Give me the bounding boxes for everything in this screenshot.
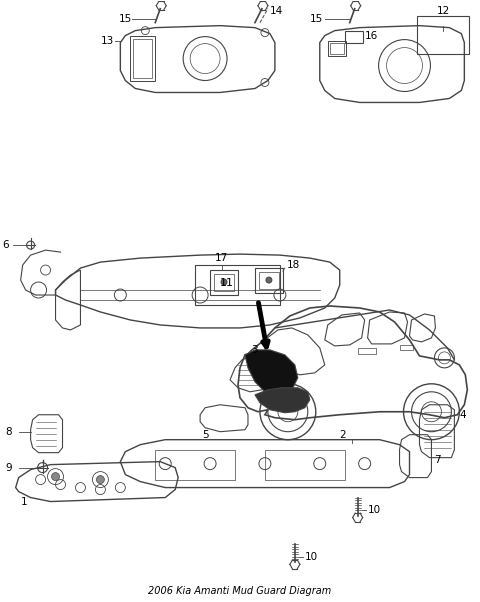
Text: 13: 13 [100, 36, 114, 46]
Bar [214, 274, 234, 291]
Polygon shape [245, 350, 298, 395]
Bar [265, 450, 345, 480]
Text: 18: 18 [287, 260, 300, 270]
Text: 16: 16 [365, 31, 378, 40]
Bar [130, 36, 155, 81]
Polygon shape [255, 388, 310, 413]
Bar [210, 270, 238, 295]
Bar [195, 265, 280, 305]
Text: 14: 14 [270, 5, 283, 16]
Text: 2006 Kia Amanti Mud Guard Diagram: 2006 Kia Amanti Mud Guard Diagram [148, 586, 332, 597]
Bar [155, 450, 235, 480]
Bar [259, 272, 279, 289]
Text: 3: 3 [252, 345, 258, 355]
Circle shape [266, 277, 272, 283]
Text: 15: 15 [310, 14, 323, 23]
Text: 5: 5 [202, 430, 208, 439]
Bar [399, 345, 413, 350]
Text: 17: 17 [215, 253, 228, 263]
Text: 7: 7 [434, 455, 441, 465]
Bar [330, 43, 344, 54]
Bar [418, 16, 469, 54]
Text: 9: 9 [6, 462, 12, 473]
Text: 2: 2 [340, 430, 347, 439]
Bar [255, 268, 283, 293]
Text: 6: 6 [3, 240, 9, 250]
Text: 12: 12 [437, 5, 450, 16]
Circle shape [221, 279, 227, 285]
Bar [133, 39, 152, 78]
Text: 8: 8 [6, 427, 12, 436]
Text: 10: 10 [368, 504, 381, 515]
Bar [358, 348, 376, 354]
Text: 10: 10 [305, 553, 318, 562]
Text: 1: 1 [21, 497, 27, 506]
Circle shape [51, 473, 60, 480]
Bar [328, 40, 346, 55]
Circle shape [96, 476, 104, 483]
Text: 4: 4 [459, 410, 466, 420]
Text: 11: 11 [220, 278, 234, 288]
Text: 15: 15 [119, 14, 132, 23]
Bar [345, 31, 363, 43]
